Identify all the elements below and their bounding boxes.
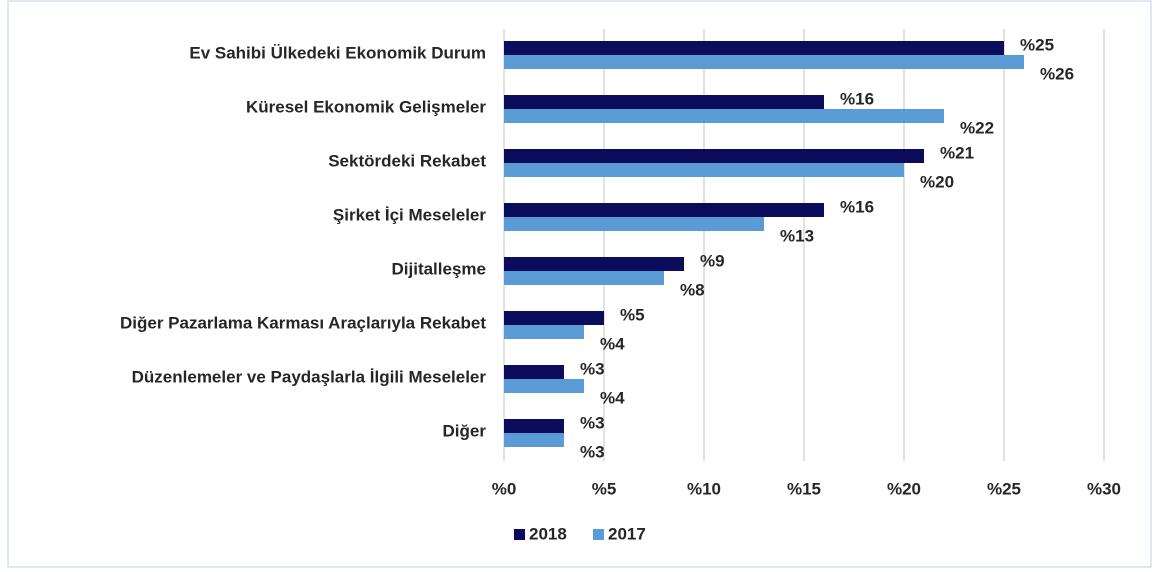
bar <box>504 109 944 123</box>
x-tick-label: %25 <box>987 479 1021 498</box>
bar <box>504 433 564 447</box>
value-label: %20 <box>920 172 954 191</box>
y-tick-label: Dijitalleşme <box>392 259 487 278</box>
value-label: %4 <box>600 334 625 353</box>
value-label: %25 <box>1020 35 1054 54</box>
value-label: %21 <box>940 143 974 162</box>
value-label: %16 <box>840 197 874 216</box>
value-label: %3 <box>580 359 605 378</box>
x-tick-label: %0 <box>492 479 517 498</box>
value-label: %4 <box>600 388 625 407</box>
bar <box>504 203 824 217</box>
bar <box>504 257 684 271</box>
bar <box>504 365 564 379</box>
value-label: %22 <box>960 118 994 137</box>
value-label: %9 <box>700 251 725 270</box>
y-tick-label: Diğer <box>443 421 487 440</box>
legend-label: 2017 <box>608 524 646 543</box>
x-tick-label: %30 <box>1087 479 1121 498</box>
legend-label: 2018 <box>529 524 567 543</box>
y-tick-label: Şirket İçi Meseleler <box>333 205 486 224</box>
x-tick-label: %5 <box>592 479 617 498</box>
value-label: %3 <box>580 413 605 432</box>
x-tick-label: %20 <box>887 479 921 498</box>
bar <box>504 41 1004 55</box>
value-label: %8 <box>680 280 705 299</box>
bar <box>504 217 764 231</box>
bar <box>504 55 1024 69</box>
bar <box>504 419 564 433</box>
legend-swatch <box>593 529 604 540</box>
bar <box>504 379 584 393</box>
y-tick-label: Ev Sahibi Ülkedeki Ekonomik Durum <box>189 43 486 62</box>
value-label: %13 <box>780 226 814 245</box>
bar <box>504 163 904 177</box>
bar <box>504 95 824 109</box>
legend-swatch <box>514 529 525 540</box>
bar <box>504 311 604 325</box>
bar <box>504 271 664 285</box>
x-tick-label: %10 <box>687 479 721 498</box>
value-label: %16 <box>840 89 874 108</box>
y-tick-label: Düzenlemeler ve Paydaşlarla İlgili Mesel… <box>132 367 487 386</box>
y-tick-label: Sektördeki Rekabet <box>328 151 486 170</box>
y-tick-label: Diğer Pazarlama Karması Araçlarıyla Reka… <box>120 313 486 332</box>
value-label: %26 <box>1040 64 1074 83</box>
y-tick-label: Küresel Ekonomik Gelişmeler <box>246 97 486 116</box>
x-tick-label: %15 <box>787 479 821 498</box>
bar <box>504 149 924 163</box>
value-label: %5 <box>620 305 645 324</box>
bar <box>504 325 584 339</box>
value-label: %3 <box>580 442 605 461</box>
